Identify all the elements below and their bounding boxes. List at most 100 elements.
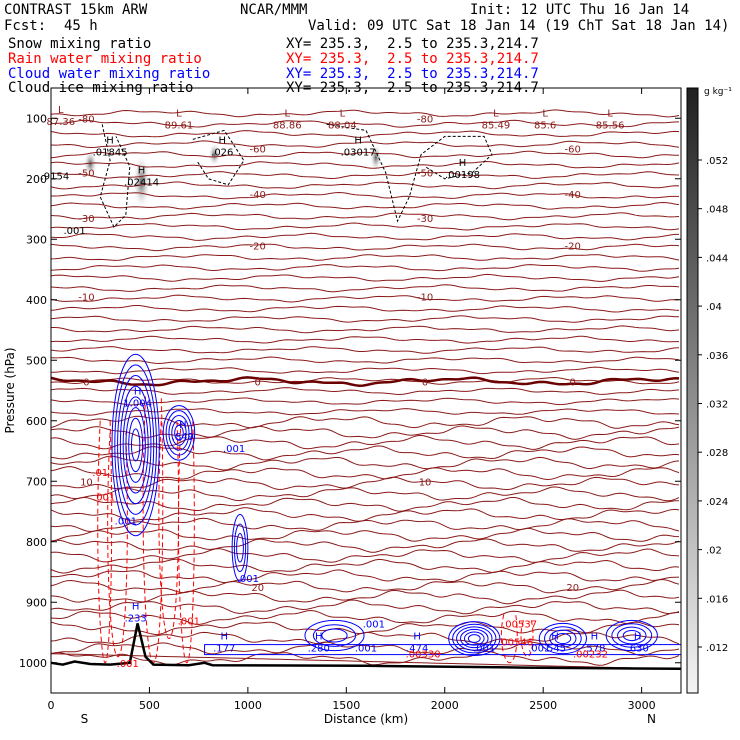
plot-frame — [50, 87, 682, 694]
cloud-water-contour — [321, 628, 348, 643]
isotherm-line — [50, 366, 680, 375]
colorbar-tick-label: .012 — [706, 643, 728, 654]
isotherm-label: -60 — [565, 145, 581, 156]
cloud-water-contour — [233, 523, 247, 573]
colorbar-tick-label: .02 — [706, 546, 722, 557]
extremum-letter: H — [459, 158, 467, 169]
field-coords-rain: XY= 235.3, 2.5 to 235.3,214.7 — [286, 51, 539, 67]
rain-contour — [142, 396, 164, 664]
extremum-letter: L — [58, 105, 64, 116]
field-coords-snow: XY= 235.3, 2.5 to 235.3,214.7 — [286, 36, 539, 52]
colorbar-tick-label: .028 — [706, 448, 728, 459]
extremum-letter: H — [354, 135, 362, 146]
valid-time: Valid: 09 UTC Sat 18 Jan 14 (19 ChT Sat … — [308, 18, 730, 34]
cloud-water-contour — [174, 424, 184, 441]
isotherm-label: 20 — [251, 583, 264, 594]
isotherm-label: 10 — [80, 477, 93, 488]
contour-value-label: .001 — [117, 659, 139, 670]
extremum-letter: L — [340, 108, 346, 119]
extremum-letter: L — [493, 108, 499, 119]
extremum-letter: H — [179, 420, 187, 431]
contour-value-label: .01 — [92, 468, 108, 479]
isotherm-label: 20 — [566, 583, 579, 594]
extremum-value: .578 — [583, 644, 605, 655]
field-label-cloud-water: Cloud water mixing ratio — [8, 66, 211, 82]
terrain-line — [50, 623, 682, 671]
isotherm-line — [50, 578, 680, 594]
isotherm-label: -80 — [417, 114, 433, 125]
x-tick-label: 2000 — [431, 699, 459, 712]
isotherm-line — [50, 397, 680, 406]
extremum-value: .02414 — [124, 178, 159, 189]
extremum-letter: H — [413, 632, 421, 643]
cloud-ice-contour — [192, 129, 245, 186]
colorbar-tick-label: .024 — [706, 497, 728, 508]
colorbar-tick-label: .052 — [706, 156, 728, 167]
extremum-value: 85.49 — [482, 120, 511, 131]
isotherm-line — [50, 486, 680, 502]
isotherm-label: 10 — [419, 477, 432, 488]
extremum-letter: H — [219, 135, 227, 146]
contour-value-label: .001 — [63, 226, 85, 237]
isotherm-label: -80 — [78, 114, 94, 125]
extremum-letter: H — [132, 601, 140, 612]
field-label-rain: Rain water mixing ratio — [8, 51, 202, 67]
isotherm-line — [50, 466, 680, 481]
rain-contour — [107, 432, 128, 658]
isotherm-label: 0 — [255, 377, 261, 388]
isotherm-line — [50, 507, 680, 522]
extremum-value: .03017 — [341, 147, 376, 158]
isotherm-line — [50, 650, 680, 666]
field-coords-cloud-water: XY= 235.3, 2.5 to 235.3,214.7 — [286, 66, 539, 82]
extremum-value: 87.36 — [47, 117, 76, 128]
isotherm-line — [50, 653, 682, 670]
y-tick-label: 100 — [26, 112, 47, 125]
contour-value-label: .001 — [237, 574, 259, 585]
cloud-water-contour — [549, 629, 577, 648]
isotherm-label: -40 — [565, 190, 581, 201]
isotherm-line — [50, 109, 680, 118]
contour-value-label: .00232 — [573, 650, 608, 661]
contour-value-label: .001 — [115, 517, 137, 528]
extremum-letter: L — [607, 108, 613, 119]
isotherm-line — [50, 171, 680, 180]
isotherm-line — [50, 119, 680, 128]
fcst-value: 45 h — [64, 18, 98, 34]
contour-value-label: .00537 — [502, 619, 537, 630]
isotherm-line — [50, 222, 680, 231]
ice-shading-blob — [208, 142, 221, 167]
isotherm-line — [50, 415, 680, 429]
isotherm-line — [50, 387, 680, 396]
isotherm-label: -30 — [417, 214, 433, 225]
y-tick-label: 700 — [26, 475, 47, 488]
contour-value-label: .001 — [178, 616, 200, 627]
init-time: Init: 12 UTC Thu 16 Jan 14 — [470, 2, 690, 18]
x-tick-label: 1500 — [332, 699, 360, 712]
isotherm-line — [50, 315, 680, 323]
isotherm-line — [51, 325, 680, 334]
colorbar-tick-label: .036 — [706, 351, 728, 362]
cloud-water-contour — [130, 428, 141, 462]
isotherm-label: 0 — [83, 377, 89, 388]
isotherm-line — [50, 548, 680, 563]
isotherm-line — [50, 212, 680, 221]
y-tick-label: 1000 — [19, 657, 47, 670]
isotherm-line — [50, 201, 680, 210]
cloud-water-contour — [622, 629, 641, 642]
cloud-water-contour — [114, 364, 158, 526]
contour-value-label: .001 — [93, 492, 115, 503]
cloud-water-contour — [460, 628, 489, 649]
isotherm-line — [51, 191, 679, 200]
colorbar-tick-label: .04 — [706, 302, 722, 313]
cloud-water-contour — [452, 623, 497, 654]
cloud-water-contour — [456, 626, 493, 651]
extremum-letter: H — [106, 135, 114, 146]
contour-value-label: .00330 — [406, 650, 441, 661]
x-tick-label: 3000 — [628, 699, 656, 712]
cloud-water-contour — [122, 396, 149, 494]
isotherm-label: -50 — [78, 169, 94, 180]
contour-value-label: .001 — [363, 619, 385, 630]
isotherm-line — [50, 130, 680, 138]
extremum-letter: H — [591, 632, 599, 643]
cloud-ice-contour — [99, 124, 131, 228]
